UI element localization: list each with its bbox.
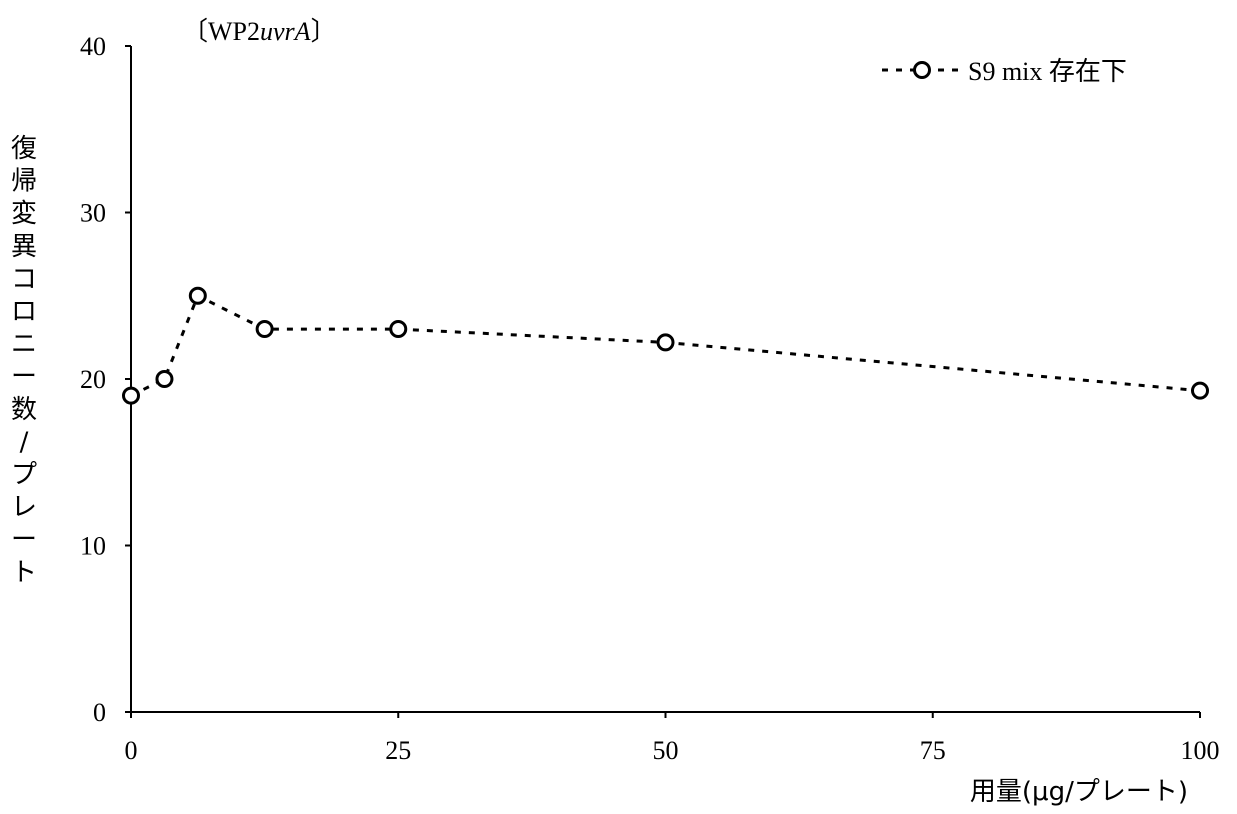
x-ticks: 0 25 50 75 100 — [125, 712, 1220, 765]
y-ticks: 0 10 20 30 40 — [80, 32, 131, 727]
chart-title-prefix: 〔WP2 — [182, 17, 260, 46]
chart-title-suffix: 〕 — [311, 17, 337, 46]
legend-label: S9 mix 存在下 — [968, 57, 1127, 86]
y-axis-label-char: ー — [11, 525, 37, 555]
chart-title: 〔WP2uvrA〕 — [182, 17, 337, 46]
x-tick-label: 100 — [1181, 736, 1220, 765]
x-tick-label: 50 — [653, 736, 679, 765]
x-axis-label: 用量(μg/プレート) — [970, 777, 1188, 807]
x-tick-label: 0 — [125, 736, 138, 765]
y-tick-label: 0 — [93, 698, 106, 727]
y-axis-label-char: プ — [11, 460, 37, 490]
y-axis-label-char: ー — [11, 362, 37, 392]
y-axis-label-char: ニ — [11, 330, 37, 360]
y-tick-label: 20 — [80, 365, 106, 394]
y-axis-label-char: 数 — [11, 395, 37, 425]
data-point — [255, 320, 274, 339]
legend-marker — [913, 61, 931, 79]
data-point — [656, 333, 675, 352]
data-point — [188, 286, 207, 305]
data-point — [155, 370, 174, 388]
axes — [130, 46, 1200, 713]
legend: S9 mix 存在下 — [882, 57, 1127, 86]
y-axis-label-char: / — [20, 427, 29, 457]
chart-title-italic: uvrA — [260, 17, 311, 46]
y-axis-label-char: 帰 — [11, 167, 37, 197]
y-axis-label-char: 復 — [11, 134, 37, 164]
y-axis-label-char: 異 — [11, 232, 37, 262]
y-axis-label-char: ロ — [11, 297, 37, 327]
data-point — [122, 386, 140, 405]
y-tick-label: 30 — [80, 199, 106, 228]
y-axis-label-char: コ — [11, 264, 37, 294]
data-point — [1191, 381, 1209, 400]
y-axis-label-char: 変 — [11, 199, 37, 229]
y-axis-label-char: レ — [11, 493, 37, 523]
y-axis-label-char: ト — [11, 558, 37, 588]
series-layer — [122, 286, 1209, 405]
x-tick-label: 25 — [385, 736, 411, 765]
y-tick-label: 10 — [80, 532, 106, 561]
y-tick-label: 40 — [80, 32, 106, 61]
data-point — [389, 320, 408, 339]
x-tick-label: 75 — [920, 736, 946, 765]
